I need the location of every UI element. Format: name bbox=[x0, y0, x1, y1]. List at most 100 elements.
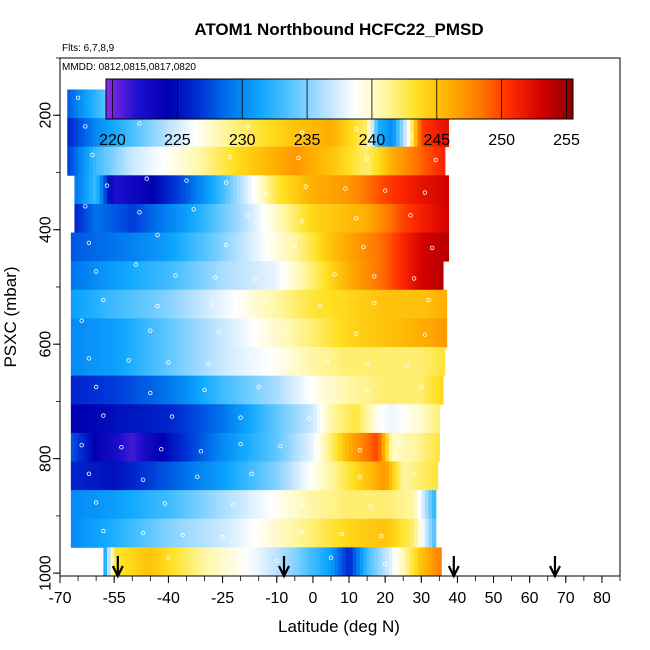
heatmap-cell bbox=[237, 375, 242, 405]
sample-point bbox=[220, 561, 225, 566]
colorbar-segment bbox=[284, 79, 289, 119]
heatmap-cell bbox=[168, 203, 173, 233]
heatmap-cell bbox=[132, 347, 137, 377]
heatmap-cell bbox=[157, 203, 162, 233]
heatmap-cell bbox=[291, 518, 296, 548]
heatmap-cell bbox=[182, 318, 188, 348]
heatmap-cell bbox=[446, 175, 449, 205]
heatmap-cell bbox=[182, 175, 188, 205]
x-tick-label: -55 bbox=[103, 590, 126, 607]
sample-point bbox=[299, 219, 305, 224]
heatmap-cell bbox=[255, 203, 260, 233]
sample-point bbox=[209, 300, 214, 306]
heatmap-cell bbox=[204, 261, 209, 291]
heatmap-cell bbox=[200, 404, 206, 434]
heatmap-cell bbox=[240, 175, 245, 205]
sample-point bbox=[216, 329, 222, 334]
sample-point bbox=[155, 303, 160, 309]
heatmap-cell bbox=[392, 432, 397, 462]
heatmap-cell bbox=[388, 289, 393, 319]
heatmap-cell bbox=[125, 490, 130, 520]
heatmap-cell bbox=[428, 461, 433, 491]
x-tick-label: 60 bbox=[521, 590, 539, 607]
colorbar-segment bbox=[303, 79, 308, 119]
heatmap-cell bbox=[146, 203, 151, 233]
heatmap-cell bbox=[182, 261, 188, 291]
heatmap-cell bbox=[78, 261, 83, 291]
heatmap-cell bbox=[330, 518, 336, 548]
sample-point bbox=[354, 216, 359, 221]
heatmap-cell bbox=[323, 375, 328, 405]
heatmap-cell bbox=[356, 518, 361, 548]
heatmap-cell bbox=[211, 375, 216, 405]
heatmap-cell bbox=[96, 432, 101, 462]
colorbar-segment bbox=[112, 79, 117, 119]
heatmap-cell bbox=[139, 347, 144, 377]
heatmap-cell bbox=[442, 203, 448, 233]
colorbar-segment bbox=[131, 79, 136, 119]
heatmap-cell bbox=[330, 490, 336, 520]
colorbar-segment bbox=[475, 79, 480, 119]
heatmap-cell bbox=[338, 232, 343, 262]
colorbar-segment bbox=[443, 79, 448, 119]
heatmap-cell bbox=[294, 318, 300, 348]
heatmap-cell bbox=[442, 118, 448, 148]
heatmap-cell bbox=[132, 261, 137, 291]
heatmap-cell bbox=[327, 461, 332, 491]
heatmap-cell bbox=[359, 318, 365, 348]
heatmap-cell bbox=[175, 518, 180, 548]
heatmap-cell bbox=[226, 118, 231, 148]
heatmap-cell bbox=[222, 347, 227, 377]
heatmap-cell bbox=[258, 461, 263, 491]
heatmap-cell bbox=[244, 547, 249, 576]
sample-point bbox=[263, 191, 269, 196]
heatmap-cell bbox=[153, 289, 159, 319]
heatmap-cell bbox=[215, 203, 220, 233]
heatmap-cell bbox=[139, 118, 144, 148]
colorbar-segment bbox=[469, 79, 473, 119]
heatmap-cell bbox=[352, 547, 357, 576]
heatmap-cell bbox=[135, 318, 141, 348]
heatmap-cell bbox=[106, 261, 112, 291]
colorbar-segment bbox=[553, 79, 558, 119]
heatmap-cell bbox=[410, 261, 415, 291]
heatmap-cell bbox=[428, 175, 433, 205]
heatmap-cell bbox=[237, 432, 242, 462]
heatmap-cell bbox=[139, 375, 144, 405]
heatmap-cell bbox=[237, 518, 242, 548]
heatmap-cell bbox=[74, 232, 79, 262]
colorbar-segment bbox=[141, 79, 146, 119]
colorbar-segment bbox=[255, 79, 259, 119]
heatmap-cell bbox=[435, 203, 440, 233]
heatmap-cell bbox=[330, 232, 336, 262]
heatmap-cell bbox=[341, 490, 347, 520]
heatmap-cell bbox=[363, 318, 368, 348]
heatmap-cell bbox=[302, 318, 307, 348]
heatmap-cell bbox=[179, 375, 184, 405]
x-tick-label: 50 bbox=[485, 590, 503, 607]
heatmap-cell bbox=[363, 146, 368, 176]
heatmap-cell bbox=[392, 490, 397, 520]
heatmap-cell bbox=[244, 490, 249, 520]
heatmap-cell bbox=[284, 175, 289, 205]
heatmap-cell bbox=[240, 461, 245, 491]
heatmap-cell bbox=[280, 289, 285, 319]
heatmap-layer-330 bbox=[74, 175, 449, 205]
heatmap-cell bbox=[421, 118, 426, 148]
colorbar-segment bbox=[258, 79, 263, 119]
heatmap-cell bbox=[349, 232, 354, 262]
heatmap-cell bbox=[190, 289, 195, 319]
heatmap-cell bbox=[352, 490, 357, 520]
heatmap-cell bbox=[302, 375, 307, 405]
colorbar-segment bbox=[161, 79, 165, 119]
sample-point bbox=[419, 384, 424, 390]
heatmap-cell bbox=[244, 175, 249, 205]
heatmap-cell bbox=[88, 318, 94, 348]
heatmap-cell bbox=[345, 461, 350, 491]
heatmap-cell bbox=[240, 118, 245, 148]
heatmap-cell bbox=[85, 261, 90, 291]
heatmap-cell bbox=[153, 146, 159, 176]
heatmap-cell bbox=[258, 232, 263, 262]
heatmap-cell bbox=[417, 404, 422, 434]
heatmap-cell bbox=[135, 547, 141, 576]
